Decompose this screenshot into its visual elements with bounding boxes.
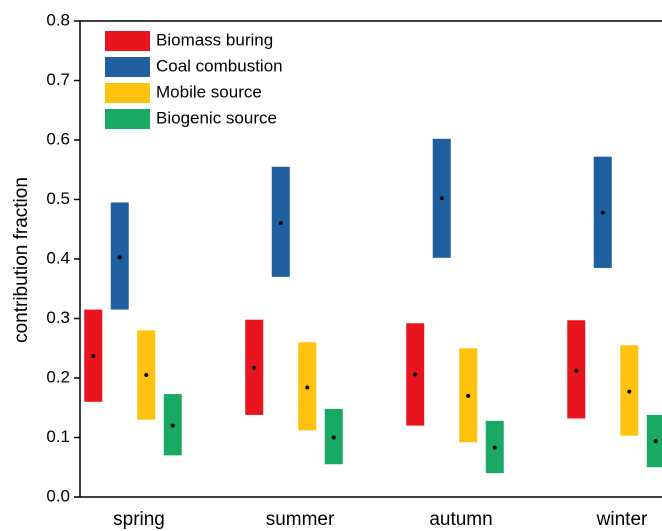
mean-dot [574, 368, 579, 373]
mean-dot [305, 385, 310, 390]
y-tick-label: 0.2 [46, 367, 70, 386]
y-tick-label: 0.0 [46, 486, 70, 505]
mean-dot [278, 221, 283, 226]
mean-dot [439, 196, 444, 201]
x-tick-label: autumn [429, 509, 492, 530]
y-tick-label: 0.1 [46, 427, 70, 446]
mean-dot [466, 393, 471, 398]
legend-swatch [105, 57, 150, 77]
mean-dot [117, 255, 122, 260]
mean-dot [653, 439, 658, 444]
x-tick-label: spring [113, 509, 165, 530]
legend-label: Mobile source [156, 82, 262, 101]
mean-dot [170, 423, 175, 428]
legend-swatch [105, 83, 150, 103]
y-axis-label: contribution fraction [11, 177, 32, 343]
legend-label: Biogenic source [156, 108, 277, 127]
y-tick-label: 0.5 [46, 189, 70, 208]
legend-label: Coal combustion [156, 56, 283, 75]
mean-dot [331, 435, 336, 440]
y-tick-label: 0.7 [46, 70, 70, 89]
y-tick-label: 0.3 [46, 308, 70, 327]
mean-dot [600, 210, 605, 215]
mean-dot [413, 372, 418, 377]
mean-dot [144, 373, 149, 378]
y-tick-label: 0.4 [46, 248, 70, 267]
mean-dot [492, 445, 497, 450]
legend-swatch [105, 109, 150, 129]
mean-dot [91, 353, 96, 358]
legend-label: Biomass buring [156, 30, 273, 49]
mean-dot [252, 365, 257, 370]
legend-swatch [105, 31, 150, 51]
y-tick-label: 0.8 [46, 10, 70, 29]
y-tick-label: 0.6 [46, 129, 70, 148]
x-tick-label: winter [596, 509, 648, 530]
mean-dot [627, 389, 632, 394]
x-tick-label: summer [266, 509, 335, 530]
